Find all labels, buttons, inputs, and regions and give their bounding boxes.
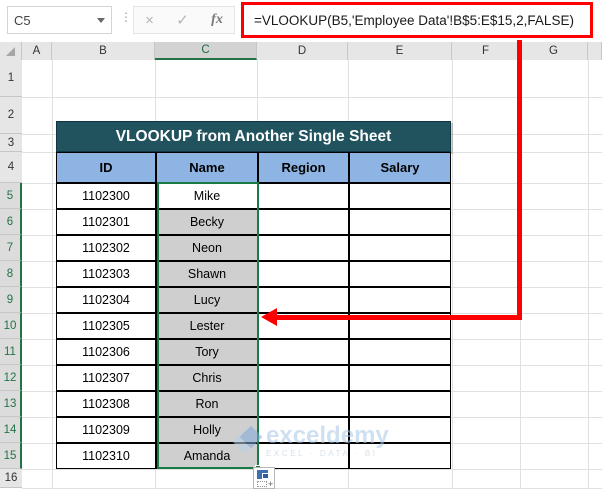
formula-action-buttons: × ✓ fx — [133, 6, 235, 34]
table-cell-id[interactable]: 1102308 — [56, 391, 156, 417]
select-all-corner[interactable] — [0, 42, 22, 60]
table-cell-id[interactable]: 1102307 — [56, 365, 156, 391]
column-header-a[interactable]: A — [22, 42, 52, 60]
name-box[interactable]: C5 — [7, 6, 112, 34]
enter-icon[interactable]: ✓ — [176, 11, 189, 29]
row-header-16[interactable]: 16 — [0, 469, 22, 488]
annotation-line-horizontal — [276, 315, 522, 320]
table-cell-salary[interactable] — [349, 209, 451, 235]
table-cell-salary[interactable] — [349, 287, 451, 313]
grid-hline — [22, 469, 602, 470]
table-cell-id[interactable]: 1102305 — [56, 313, 156, 339]
formula-bar-grip: ⋮ — [120, 10, 132, 24]
table-cell-region[interactable] — [258, 443, 349, 469]
row-header-3[interactable]: 3 — [0, 134, 22, 152]
table-cell-id[interactable]: 1102300 — [56, 183, 156, 209]
row-header-6[interactable]: 6 — [0, 209, 22, 235]
chevron-down-icon[interactable] — [97, 17, 105, 23]
table-cell-name[interactable]: Tory — [156, 339, 258, 365]
formula-input[interactable]: =VLOOKUP(B5,'Employee Data'!B$5:E$15,2,F… — [246, 6, 588, 34]
column-header-c[interactable]: C — [155, 42, 257, 60]
row-header-7[interactable]: 7 — [0, 235, 22, 261]
select-all-triangle-icon — [6, 47, 15, 56]
table-cell-name[interactable]: Chris — [156, 365, 258, 391]
table-cell-region[interactable] — [258, 365, 349, 391]
table-cell-salary[interactable] — [349, 443, 451, 469]
row-header-1[interactable]: 1 — [0, 60, 22, 97]
row-header-10[interactable]: 10 — [0, 313, 22, 339]
formula-bar: C5 ⋮ × ✓ fx =VLOOKUP(B5,'Employee Data'!… — [0, 0, 602, 42]
column-header-f[interactable]: F — [452, 42, 520, 60]
table-cell-id[interactable]: 1102303 — [56, 261, 156, 287]
column-header-d[interactable]: D — [257, 42, 348, 60]
grid-vline — [52, 60, 53, 488]
table-cell-id[interactable]: 1102309 — [56, 417, 156, 443]
insert-function-icon[interactable]: fx — [211, 12, 223, 27]
table-cell-region[interactable] — [258, 183, 349, 209]
table-cell-region[interactable] — [258, 339, 349, 365]
table-cell-name[interactable]: Amanda — [156, 443, 258, 469]
table-cell-id[interactable]: 1102301 — [56, 209, 156, 235]
row-header-4[interactable]: 4 — [0, 152, 22, 183]
table-header-id[interactable]: ID — [56, 152, 156, 183]
row-header-13[interactable]: 13 — [0, 391, 22, 417]
table-cell-region[interactable] — [258, 209, 349, 235]
table-cell-region[interactable] — [258, 417, 349, 443]
table-cell-salary[interactable] — [349, 339, 451, 365]
table-cell-salary[interactable] — [349, 391, 451, 417]
table-cell-id[interactable]: 1102306 — [56, 339, 156, 365]
column-header-b[interactable]: B — [52, 42, 155, 60]
table-cell-name[interactable]: Ron — [156, 391, 258, 417]
table-cell-name[interactable]: Mike — [156, 183, 258, 209]
table-cell-region[interactable] — [258, 261, 349, 287]
table-cell-salary[interactable] — [349, 417, 451, 443]
row-header-9[interactable]: 9 — [0, 287, 22, 313]
row-header-15[interactable]: 15 — [0, 443, 22, 469]
row-header-5[interactable]: 5 — [0, 183, 22, 209]
paste-options-icon[interactable]: + — [253, 467, 275, 489]
column-header-e[interactable]: E — [348, 42, 452, 60]
row-header-11[interactable]: 11 — [0, 339, 22, 365]
row-header-14[interactable]: 14 — [0, 417, 22, 443]
table-cell-salary[interactable] — [349, 183, 451, 209]
row-header-2[interactable]: 2 — [0, 97, 22, 134]
cancel-icon[interactable]: × — [145, 11, 154, 29]
table-header-salary[interactable]: Salary — [349, 152, 451, 183]
table-cell-id[interactable]: 1102302 — [56, 235, 156, 261]
table-cell-id[interactable]: 1102310 — [56, 443, 156, 469]
annotation-arrow-head — [261, 308, 277, 326]
table-cell-name[interactable]: Neon — [156, 235, 258, 261]
name-box-value: C5 — [14, 12, 31, 28]
column-header-end[interactable] — [588, 42, 602, 60]
table-cell-name[interactable]: Lucy — [156, 287, 258, 313]
table-cell-name[interactable]: Becky — [156, 209, 258, 235]
grid-vline — [452, 60, 453, 488]
table-cell-name[interactable]: Lester — [156, 313, 258, 339]
table-cell-salary[interactable] — [349, 365, 451, 391]
title-banner: VLOOKUP from Another Single Sheet — [56, 121, 451, 152]
table-cell-salary[interactable] — [349, 261, 451, 287]
table-cell-name[interactable]: Holly — [156, 417, 258, 443]
table-header-region[interactable]: Region — [258, 152, 349, 183]
table-cell-region[interactable] — [258, 235, 349, 261]
grid-hline — [22, 97, 602, 98]
table-header-name[interactable]: Name — [156, 152, 258, 183]
row-header-8[interactable]: 8 — [0, 261, 22, 287]
grid-vline — [588, 60, 589, 488]
row-header-12[interactable]: 12 — [0, 365, 22, 391]
table-cell-region[interactable] — [258, 287, 349, 313]
column-header-g[interactable]: G — [520, 42, 588, 60]
table-cell-region[interactable] — [258, 391, 349, 417]
annotation-line-vertical — [517, 40, 522, 318]
table-cell-salary[interactable] — [349, 235, 451, 261]
table-cell-name[interactable]: Shawn — [156, 261, 258, 287]
table-cell-id[interactable]: 1102304 — [56, 287, 156, 313]
